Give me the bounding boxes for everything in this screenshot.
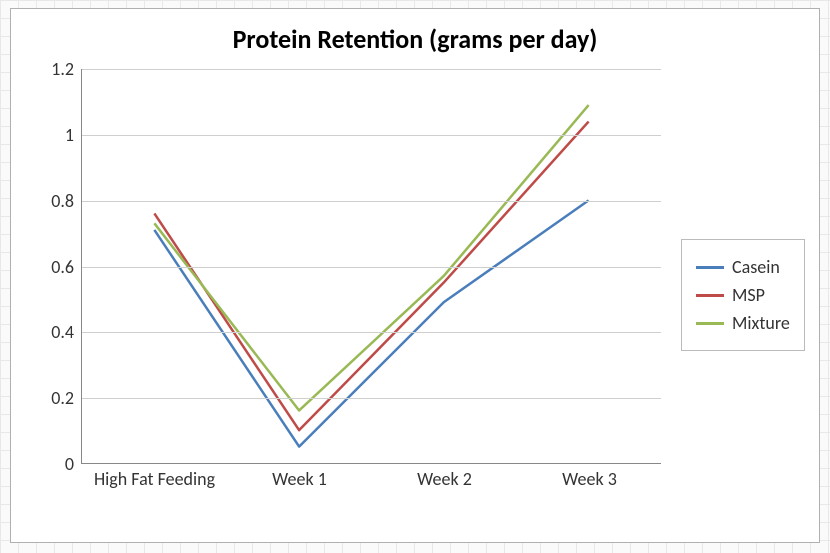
series-line [154,122,588,431]
legend-item: MSP [696,284,790,306]
legend-swatch [696,294,724,297]
legend-swatch [696,322,724,325]
series-line [154,105,588,410]
y-tick-label: 1 [65,124,74,146]
x-tick-label: Week 3 [562,469,617,491]
x-tick-label: Week 1 [272,469,327,491]
legend-swatch [696,266,724,269]
y-tick-label: 0.6 [51,256,74,278]
legend-label: Mixture [732,312,790,334]
legend: Casein MSP Mixture [681,239,805,351]
gridline [82,332,661,333]
series-line [154,200,588,446]
x-tick-label: High Fat Feeding [94,469,215,491]
plot-area: 00.20.40.60.811.2High Fat FeedingWeek 1W… [81,69,661,464]
legend-item: Casein [696,256,790,278]
y-tick-label: 0 [65,453,74,475]
legend-item: Mixture [696,312,790,334]
gridline [82,69,661,70]
gridline [82,201,661,202]
legend-label: Casein [732,256,780,278]
y-tick-label: 0.8 [51,190,74,212]
y-tick-label: 0.4 [51,321,74,343]
chart-title: Protein Retention (grams per day) [11,23,819,55]
y-tick-label: 0.2 [51,387,74,409]
x-tick-label: Week 2 [417,469,472,491]
legend-label: MSP [732,284,765,306]
chart-container: Protein Retention (grams per day) 00.20.… [10,8,820,543]
gridline [82,135,661,136]
gridline [82,267,661,268]
gridline [82,398,661,399]
y-tick-label: 1.2 [51,58,74,80]
